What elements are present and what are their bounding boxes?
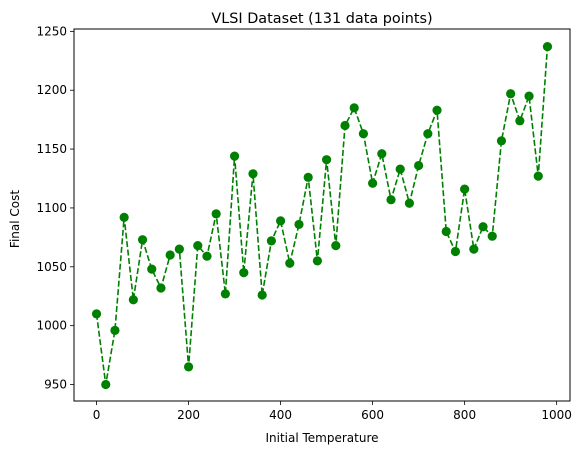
data-point bbox=[257, 290, 267, 300]
data-point bbox=[423, 129, 433, 139]
y-tick-label: 1200 bbox=[36, 83, 67, 97]
axis-ticks: 0 200 400 600 800 1000 950 1000 1050 1100 1150 1200… bbox=[36, 24, 571, 422]
data-point bbox=[441, 226, 451, 237]
data-point bbox=[239, 268, 249, 278]
data-point bbox=[340, 120, 350, 131]
data-point bbox=[487, 231, 497, 241]
data-point bbox=[174, 244, 184, 254]
y-tick-label: 1050 bbox=[36, 260, 67, 274]
chart-title: VLSI Dataset (131 data points) bbox=[211, 11, 432, 27]
data-point bbox=[506, 89, 516, 99]
data-point bbox=[202, 251, 212, 261]
data-point bbox=[460, 184, 470, 194]
x-tick-label: 1000 bbox=[541, 408, 572, 422]
data-point bbox=[275, 216, 286, 226]
data-point bbox=[101, 379, 111, 390]
y-tick-label: 950 bbox=[44, 378, 67, 392]
data-point bbox=[303, 172, 313, 182]
data-point bbox=[404, 198, 415, 208]
data-point bbox=[165, 250, 175, 260]
data-point bbox=[91, 309, 102, 319]
y-tick-label: 1100 bbox=[36, 201, 67, 215]
data-point bbox=[478, 222, 488, 232]
data-point bbox=[368, 178, 378, 188]
y-tick-label: 1150 bbox=[36, 142, 67, 156]
x-tick-label: 400 bbox=[269, 408, 292, 422]
data-point bbox=[312, 256, 322, 266]
data-point bbox=[386, 195, 396, 205]
data-point bbox=[248, 169, 258, 179]
plot-area bbox=[91, 42, 553, 390]
data-point bbox=[414, 160, 424, 171]
data-point bbox=[395, 164, 405, 174]
data-point bbox=[294, 219, 304, 230]
data-point bbox=[533, 171, 543, 181]
y-tick-label: 1250 bbox=[36, 24, 67, 38]
x-tick-label: 800 bbox=[453, 408, 476, 422]
data-point bbox=[377, 149, 387, 159]
data-point bbox=[515, 116, 525, 126]
x-axis-title: Initial Temperature bbox=[265, 431, 378, 445]
data-point bbox=[183, 362, 194, 372]
data-point bbox=[358, 129, 369, 139]
x-tick-label: 200 bbox=[177, 408, 200, 422]
data-point bbox=[110, 325, 120, 335]
data-point bbox=[524, 91, 534, 101]
data-point bbox=[496, 136, 507, 146]
data-point bbox=[432, 105, 442, 115]
y-tick-label: 1000 bbox=[36, 319, 67, 333]
data-point bbox=[349, 103, 359, 113]
axes-frame bbox=[73, 28, 571, 402]
data-point bbox=[285, 258, 295, 268]
data-point bbox=[156, 283, 166, 293]
data-point bbox=[542, 42, 553, 52]
data-point bbox=[266, 236, 276, 246]
data-point bbox=[147, 264, 157, 274]
data-point bbox=[229, 151, 240, 161]
data-point bbox=[193, 241, 203, 251]
data-point bbox=[331, 241, 341, 251]
data-point bbox=[322, 155, 332, 165]
data-point bbox=[220, 289, 230, 299]
data-point bbox=[469, 244, 479, 254]
data-point bbox=[137, 235, 148, 245]
data-point bbox=[450, 246, 461, 257]
data-point bbox=[119, 212, 129, 222]
x-tick-label: 600 bbox=[361, 408, 384, 422]
y-axis-title: Final Cost bbox=[8, 190, 22, 248]
data-point bbox=[128, 295, 138, 305]
data-point bbox=[211, 209, 221, 219]
x-tick-label: 0 bbox=[93, 408, 101, 422]
